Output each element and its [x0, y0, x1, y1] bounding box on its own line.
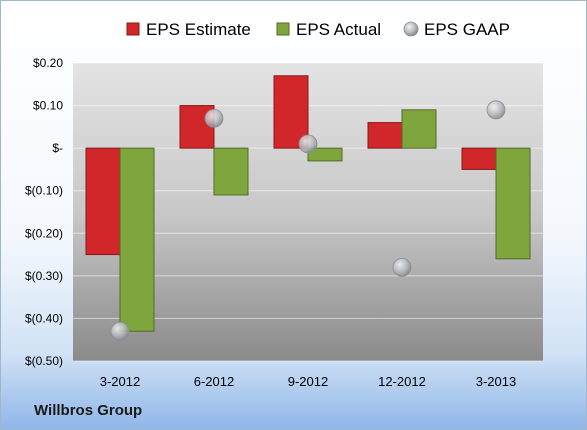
- legend-eps-estimate: EPS Estimate: [126, 20, 251, 39]
- eps-gaap-point: [392, 257, 412, 277]
- plot-area: $0.20 $0.10 $- $(0.10) $(0.20) $(0.30) $(0.40)…: [25, 56, 543, 389]
- y-tick-label: $0.20: [33, 56, 63, 70]
- x-category-label: 9-2012: [288, 374, 328, 389]
- eps-estimate-bar: [273, 75, 309, 149]
- legend: EPS Estimate EPS Actual EPS GAAP: [126, 20, 510, 39]
- eps-gaap-point: [110, 321, 130, 341]
- eps-actual-bar: [495, 147, 531, 260]
- x-category-label: 6-2012: [194, 374, 234, 389]
- legend-eps-estimate-swatch: [126, 22, 140, 36]
- eps-actual-bar: [119, 147, 155, 332]
- x-category-label: 3-2012: [100, 374, 140, 389]
- eps-gaap-point: [298, 134, 318, 154]
- eps-actual-bar: [307, 147, 343, 162]
- x-category-label: 3-2013: [476, 374, 516, 389]
- y-tick-label: $(0.20): [25, 226, 63, 240]
- eps-gaap-point: [486, 100, 506, 120]
- eps-estimate-bar: [85, 147, 121, 256]
- eps-estimate-bar: [367, 122, 403, 149]
- legend-eps-estimate-label: EPS Estimate: [146, 20, 251, 39]
- legend-eps-actual-label: EPS Actual: [296, 20, 381, 39]
- legend-eps-gaap-label: EPS GAAP: [424, 20, 510, 39]
- company-name: Willbros Group: [34, 402, 143, 419]
- y-tick-label: $(0.40): [25, 311, 63, 325]
- eps-gaap-point: [204, 108, 224, 128]
- y-tick-label: $(0.30): [25, 269, 63, 283]
- y-tick-label: $-: [52, 141, 63, 155]
- legend-eps-actual: EPS Actual: [276, 20, 381, 39]
- eps-estimate-bar: [461, 147, 497, 170]
- eps-actual-bar: [401, 109, 437, 149]
- legend-eps-actual-swatch: [276, 22, 290, 36]
- y-tick-label: $(0.10): [25, 184, 63, 198]
- x-category-label: 12-2012: [378, 374, 426, 389]
- legend-eps-gaap: EPS GAAP: [403, 20, 510, 39]
- y-tick-label: $(0.50): [25, 354, 63, 368]
- legend-eps-gaap-swatch: [403, 21, 419, 37]
- y-tick-label: $0.10: [33, 99, 63, 113]
- eps-actual-bar: [213, 147, 249, 196]
